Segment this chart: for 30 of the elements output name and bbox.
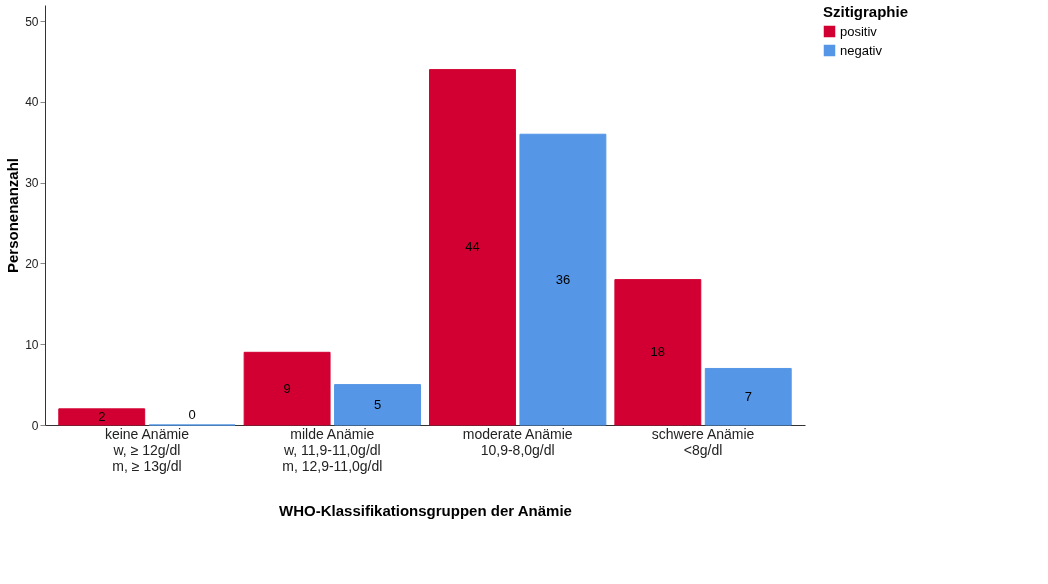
y-tick-label: 50 (25, 14, 39, 29)
x-axis-title: WHO-Klassifikationsgruppen der Anämie (279, 501, 572, 519)
legend-label: positiv (840, 23, 878, 39)
x-tick-label: keine Anämie w, ≥ 12g/dl m, ≥ 13g/dl (104, 425, 190, 474)
y-tick-label: 30 (25, 176, 39, 191)
y-tick-label: 10 (25, 337, 39, 352)
data-label: 44 (465, 239, 480, 255)
legend-title: Szitigraphie (823, 3, 909, 20)
y-tick-label: 40 (25, 95, 39, 110)
data-label: 7 (744, 388, 752, 404)
bar (519, 133, 607, 426)
bar (704, 367, 792, 426)
data-label: 0 (188, 407, 196, 422)
data-label: 18 (650, 344, 666, 360)
data-label: 9 (283, 380, 291, 396)
y-axis-title: Personenanzahl (4, 157, 22, 274)
x-tick-label: milde Anämie w, 11,9-11,0g/dl m, 12,9-11,0g/dl (282, 425, 383, 474)
y-tick-label: 20 (25, 256, 39, 271)
legend-label: negativ (840, 42, 883, 58)
x-tick-label: schwere Anämie <8g/dl (651, 425, 755, 458)
bar (58, 408, 146, 426)
data-label: 5 (373, 396, 382, 412)
bar (614, 279, 702, 426)
x-tick-label: moderate Anämie 10,9-8,0g/dl (462, 425, 573, 458)
data-label: 2 (98, 408, 106, 424)
data-label: 36 (555, 271, 571, 287)
bar (243, 351, 331, 426)
bar (334, 384, 421, 426)
bar (429, 69, 516, 426)
y-tick-label: 0 (31, 418, 39, 433)
